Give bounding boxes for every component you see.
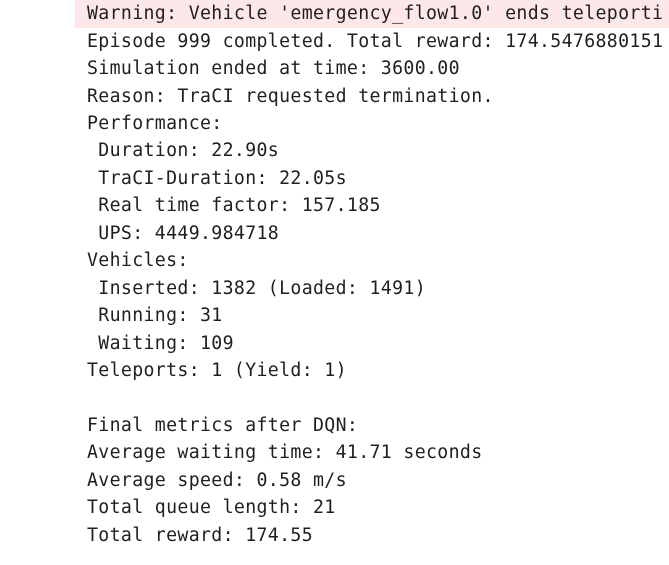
output-line-teleports: Teleports: 1 (Yield: 1)	[87, 360, 347, 381]
output-line-vehicles: Vehicles:	[87, 250, 189, 271]
output-line-queue-length: Total queue length: 21	[87, 497, 336, 518]
output-line-ups: UPS: 4449.984718	[87, 223, 280, 244]
output-line-running: Running: 31	[87, 305, 223, 326]
output-line-waiting: Waiting: 109	[87, 333, 234, 354]
output-line-traci-duration: TraCI-Duration: 22.05s	[87, 168, 347, 189]
output-line-real-time-factor: Real time factor: 157.185	[87, 195, 381, 216]
output-line-avg-speed: Average speed: 0.58 m/s	[87, 470, 347, 491]
warning-highlight	[75, 0, 669, 28]
output-line-total-reward: Total reward: 174.55	[87, 525, 313, 546]
warning-line: Warning: Vehicle 'emergency_flow1.0' end…	[87, 3, 664, 24]
output-line-episode: Episode 999 completed. Total reward: 174…	[87, 31, 664, 52]
output-line-final-metrics: Final metrics after DQN:	[87, 415, 359, 436]
output-line-duration: Duration: 22.90s	[87, 140, 280, 161]
output-line-reason: Reason: TraCI requested termination.	[87, 86, 494, 107]
output-line-sim-ended: Simulation ended at time: 3600.00	[87, 58, 460, 79]
output-line-inserted: Inserted: 1382 (Loaded: 1491)	[87, 278, 426, 299]
output-line-avg-waiting: Average waiting time: 41.71 seconds	[87, 442, 483, 463]
output-line-performance: Performance:	[87, 113, 223, 134]
